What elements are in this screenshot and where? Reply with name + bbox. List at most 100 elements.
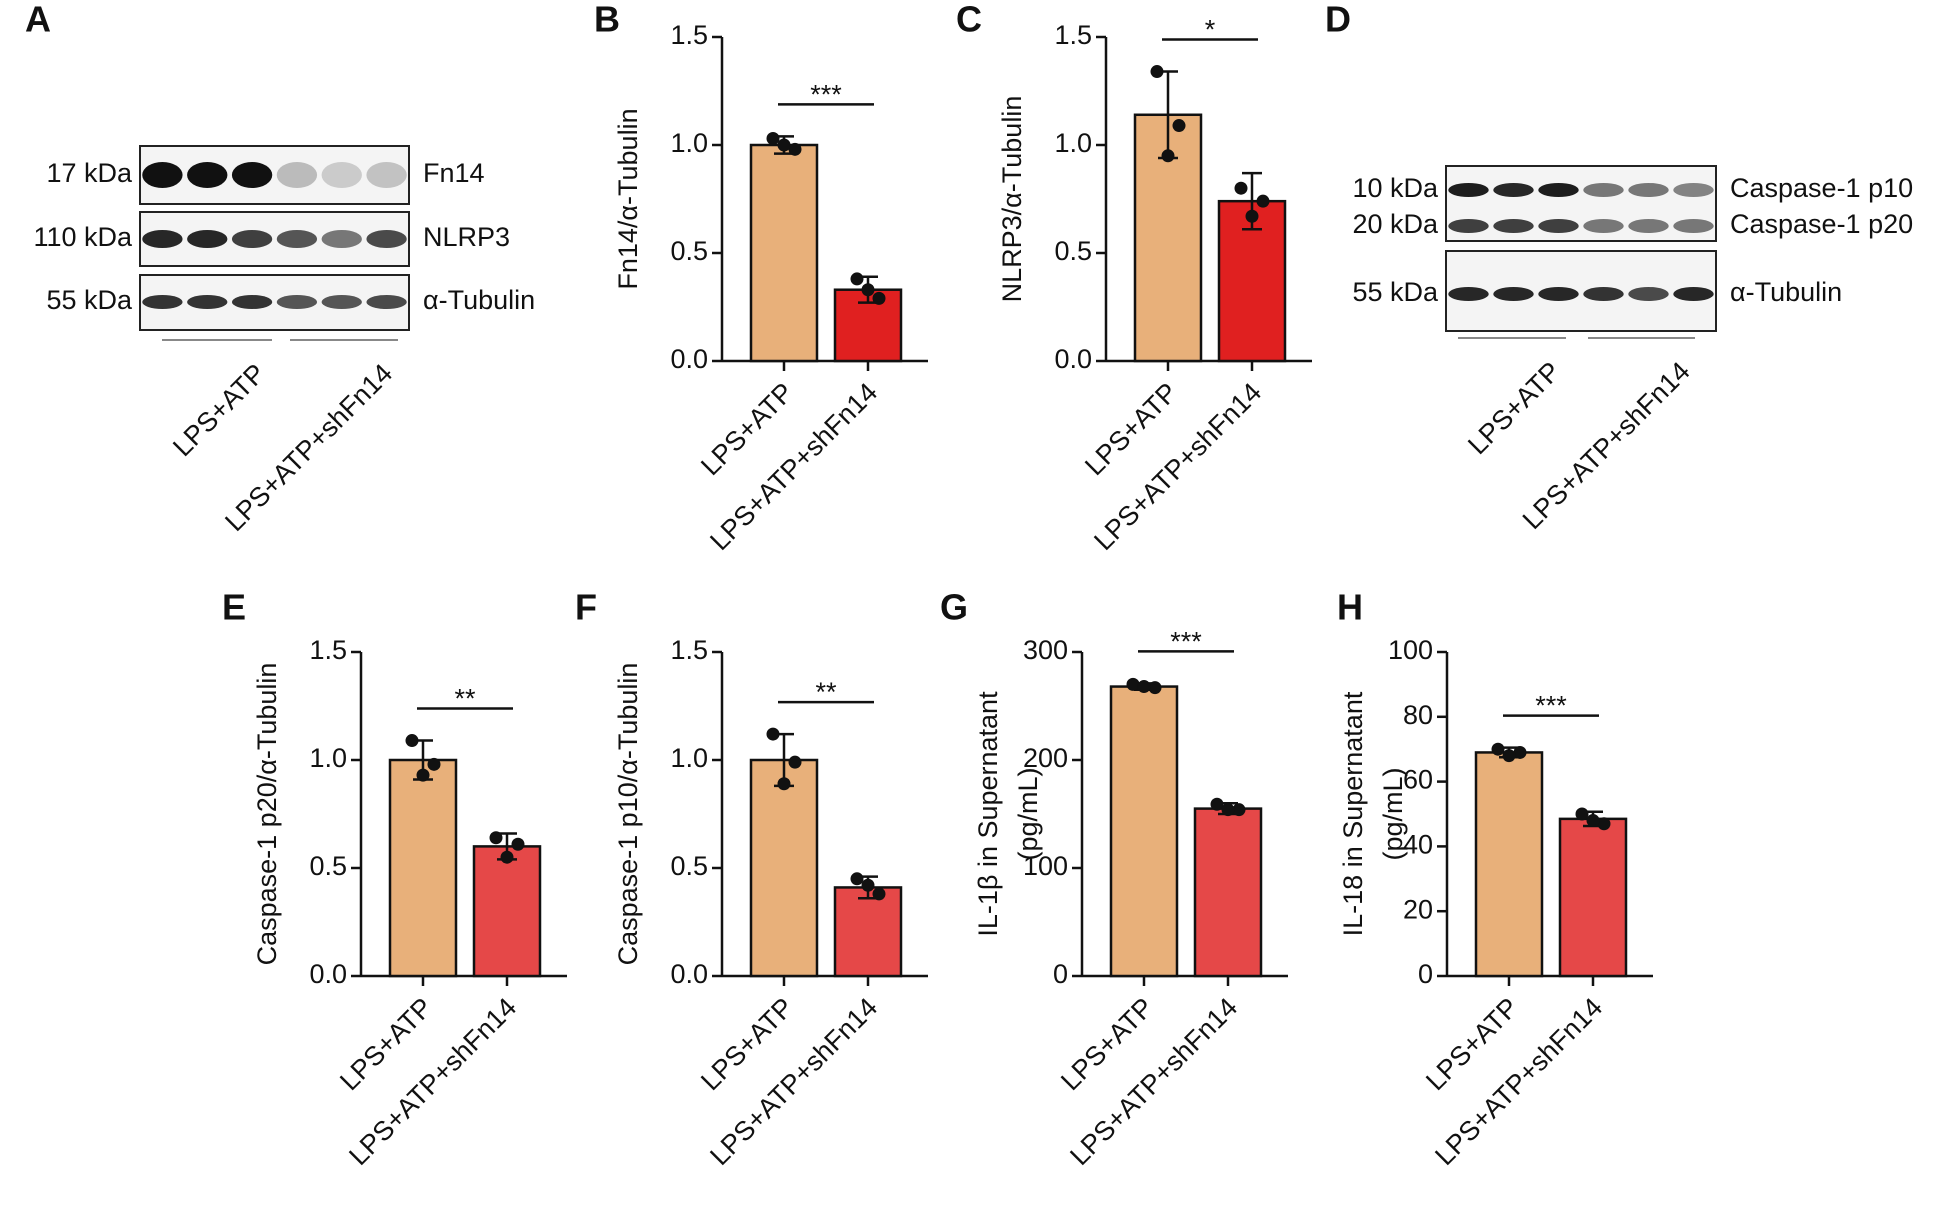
y-axis-label: (pg/mL)	[1378, 767, 1408, 860]
data-point	[1210, 797, 1224, 811]
x-tick-label: LPS+ATP+shFn14	[1088, 377, 1267, 556]
data-point	[405, 734, 419, 748]
blot-band	[1673, 219, 1714, 233]
x-tick-label: LPS+ATP+shFn14	[1429, 992, 1608, 1171]
data-point	[777, 777, 791, 791]
band-name: α-Tubulin	[1730, 277, 1842, 307]
blot-band	[1493, 183, 1534, 197]
bar	[472, 845, 542, 978]
blot-band	[1448, 287, 1489, 301]
data-point	[1491, 742, 1505, 756]
y-tick-label: 1.5	[670, 20, 708, 50]
bar	[1109, 685, 1179, 978]
data-point	[1597, 817, 1611, 831]
panel-letter: E	[222, 587, 246, 628]
x-tick-label: LPS+ATP+shFn14	[704, 377, 883, 556]
blot-band	[366, 295, 407, 309]
blot-band	[142, 162, 183, 188]
panel-letter: D	[1325, 0, 1351, 40]
data-point	[1513, 745, 1527, 759]
y-tick-label: 0.0	[1054, 344, 1092, 374]
x-tick-label: LPS+ATP+shFn14	[1064, 992, 1243, 1171]
data-point	[766, 132, 780, 146]
bar	[749, 143, 819, 363]
blot-box	[1445, 250, 1717, 332]
data-point	[1172, 119, 1186, 133]
band-size: 55 kDa	[1352, 277, 1439, 307]
blot-band	[276, 295, 318, 309]
x-tick-label: LPS+ATP+shFn14	[343, 992, 522, 1171]
panel-letter: B	[594, 0, 620, 40]
panel-letter: C	[956, 0, 982, 40]
significance-label: **	[454, 684, 476, 714]
y-tick-label: 1.0	[670, 128, 708, 158]
data-point	[1256, 194, 1270, 208]
data-point	[1586, 813, 1600, 827]
blot-band	[321, 162, 362, 188]
data-point	[861, 283, 875, 297]
y-tick-label: 100	[1023, 851, 1068, 881]
blot-box	[1445, 165, 1717, 242]
blot-band	[1448, 183, 1489, 197]
significance-label: ***	[1535, 691, 1567, 721]
data-point	[1234, 181, 1248, 195]
band-name: Fn14	[423, 158, 485, 188]
data-point	[850, 272, 864, 286]
blot-band	[1673, 183, 1714, 197]
blot-band	[366, 162, 407, 188]
data-point	[872, 291, 886, 305]
blot-band	[1538, 219, 1579, 233]
blot-band	[142, 230, 183, 248]
blot-band	[231, 295, 273, 309]
y-tick-label: 0	[1418, 959, 1433, 989]
blot-band	[1628, 219, 1669, 233]
blot-band	[321, 230, 362, 248]
data-point	[1232, 803, 1246, 817]
y-tick-label: 0.0	[670, 959, 708, 989]
panel-letter: A	[25, 0, 51, 40]
blot-band	[231, 230, 273, 248]
data-point	[511, 837, 525, 851]
data-point	[500, 850, 514, 864]
blot-box	[139, 274, 410, 331]
bar	[1193, 807, 1263, 978]
y-tick-label: 0.0	[309, 959, 347, 989]
significance-label: *	[1205, 15, 1216, 45]
data-point	[788, 142, 802, 156]
y-tick-label: 80	[1403, 700, 1433, 730]
band-size: 55 kDa	[46, 285, 133, 315]
y-tick-label: 300	[1023, 635, 1068, 665]
band-size: 10 kDa	[1352, 173, 1439, 203]
blot-band	[1583, 287, 1624, 301]
blot-band	[1448, 219, 1489, 233]
data-point	[489, 831, 503, 845]
blot-band	[187, 230, 228, 248]
data-point	[861, 878, 875, 892]
data-point	[1150, 65, 1164, 79]
y-axis-label: Caspase-1 p10/α-Tubulin	[613, 663, 643, 966]
data-point	[872, 887, 886, 901]
y-tick-label: 0.5	[309, 851, 347, 881]
data-point	[777, 138, 791, 152]
band-name: NLRP3	[423, 222, 510, 252]
blot-band	[1493, 287, 1534, 301]
y-tick-label: 40	[1403, 830, 1433, 860]
blot-band	[231, 162, 273, 188]
data-point	[788, 755, 802, 769]
y-tick-label: 1.5	[1054, 20, 1092, 50]
blot-band	[366, 230, 407, 248]
blot-box	[139, 211, 410, 267]
panel-letter: H	[1337, 587, 1363, 628]
data-point	[427, 757, 441, 771]
bar	[833, 886, 903, 978]
data-point	[766, 727, 780, 741]
y-tick-label: 20	[1403, 894, 1433, 924]
data-point	[416, 768, 430, 782]
y-tick-label: 200	[1023, 743, 1068, 773]
bar	[1474, 751, 1544, 978]
y-tick-label: 100	[1388, 635, 1433, 665]
group-label: LPS+ATP	[167, 358, 271, 462]
data-point	[1148, 681, 1162, 695]
significance-label: **	[815, 677, 837, 707]
